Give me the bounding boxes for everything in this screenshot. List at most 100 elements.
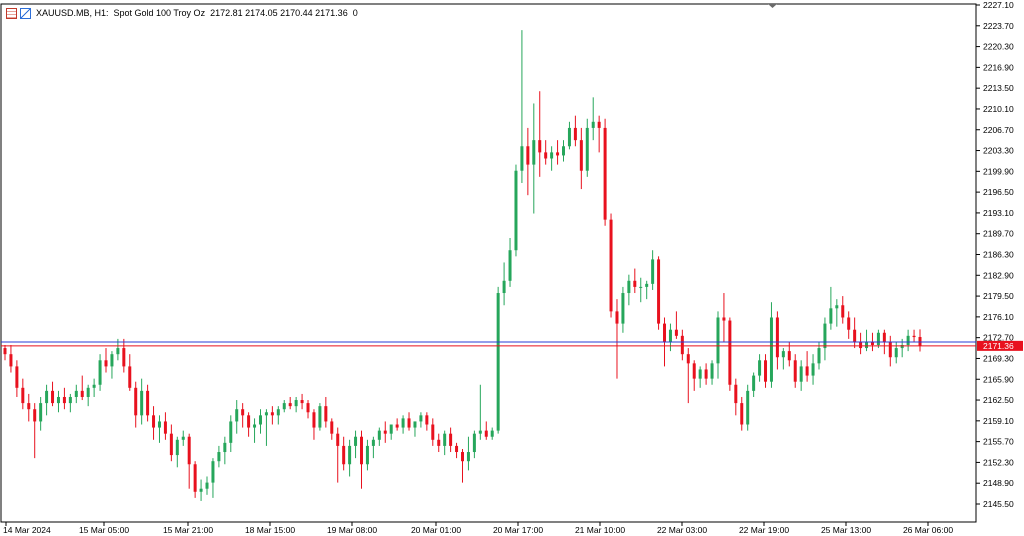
candle-body <box>455 445 459 453</box>
candle-body <box>229 421 233 443</box>
candle-body <box>668 329 672 342</box>
candle-body <box>217 452 221 462</box>
candle-body <box>33 409 37 422</box>
y-tick-label: 2159.10 <box>983 416 1014 426</box>
symbol-description: Spot Gold 100 Troy Oz <box>113 8 206 18</box>
candle-body <box>318 406 322 428</box>
header-flag: 0 <box>352 8 358 18</box>
candle-body <box>419 415 423 422</box>
y-tick-label: 2206.70 <box>983 125 1014 135</box>
candle-body <box>698 369 702 379</box>
candle-body <box>728 320 732 385</box>
candle-body <box>876 332 880 346</box>
candle-body <box>639 286 643 288</box>
x-tick-label: 18 Mar 15:00 <box>245 525 295 535</box>
x-tick-label: 25 Mar 13:00 <box>821 525 871 535</box>
candle-body <box>223 442 227 453</box>
candle-body <box>900 345 904 349</box>
candle-body <box>609 219 613 312</box>
candle-body <box>562 146 566 156</box>
candle-body <box>805 366 809 376</box>
candle-body <box>657 259 661 324</box>
candle-body <box>894 348 898 358</box>
y-tick-label: 2189.70 <box>983 229 1014 239</box>
candle-body <box>443 433 447 446</box>
chart-header: XAUUSD.MB, H1: Spot Gold 100 Troy Oz 217… <box>6 6 358 20</box>
candle-body <box>288 403 292 407</box>
candle-body <box>550 152 554 159</box>
x-tick-label: 22 Mar 19:00 <box>739 525 789 535</box>
candle-body <box>888 341 892 358</box>
candle-body <box>413 421 417 428</box>
candle-body <box>478 430 482 434</box>
candle-body <box>472 433 476 453</box>
one-click-trading-icon[interactable] <box>20 7 31 19</box>
candle-body <box>538 140 542 153</box>
candle-body <box>128 366 132 388</box>
candle-body <box>853 329 857 342</box>
candle-body <box>181 436 185 440</box>
candle-body <box>793 360 797 382</box>
candle-body <box>532 140 536 165</box>
candle-body <box>395 424 399 428</box>
candle-body <box>663 323 667 342</box>
y-tick-label: 2172.70 <box>983 333 1014 343</box>
y-tick-label: 2216.90 <box>983 62 1014 72</box>
candle-body <box>300 400 304 404</box>
candle-body <box>645 283 649 287</box>
candle-body <box>912 335 916 338</box>
candle-body <box>746 390 750 425</box>
candle-body <box>45 390 49 404</box>
ohlc-values: 2172.81 2174.05 2170.44 2171.36 <box>210 8 348 18</box>
candle-body <box>312 412 316 428</box>
y-tick-label: 2148.90 <box>983 478 1014 488</box>
x-tick-label: 15 Mar 21:00 <box>163 525 213 535</box>
candle-body <box>187 436 191 465</box>
candle-body <box>865 341 869 349</box>
candle-body <box>377 430 381 440</box>
candle-body <box>9 354 13 367</box>
candle-body <box>526 146 530 165</box>
candle-body <box>270 412 274 416</box>
y-tick-label: 2193.10 <box>983 208 1014 218</box>
candle-body <box>211 461 215 483</box>
y-tick-label: 2210.10 <box>983 104 1014 114</box>
candle-body <box>579 140 583 171</box>
symbol-label: XAUUSD.MB, H1: <box>36 8 109 18</box>
candle-body <box>56 396 60 404</box>
candle-body <box>651 259 655 284</box>
candle-body <box>122 348 126 367</box>
candle-body <box>169 433 173 456</box>
candle-body <box>134 387 138 416</box>
candle-body <box>354 436 358 446</box>
candle-body <box>21 387 25 404</box>
candle-body <box>27 403 31 410</box>
candle-body <box>585 127 589 171</box>
candle-body <box>330 421 334 434</box>
candle-body <box>817 348 821 364</box>
settings-icon[interactable] <box>6 7 17 19</box>
candle-body <box>722 317 726 321</box>
candle-body <box>633 280 637 287</box>
y-tick-label: 2227.10 <box>983 0 1014 10</box>
candle-body <box>544 152 548 159</box>
candle-body <box>627 280 631 294</box>
candle-body <box>918 336 922 346</box>
candle-body <box>621 293 625 324</box>
candle-body <box>769 317 773 382</box>
candle-body <box>603 127 607 220</box>
candle-body <box>835 305 839 309</box>
candle-body <box>324 406 328 422</box>
current-price-box <box>977 340 1023 351</box>
candle-body <box>62 396 66 404</box>
candle-body <box>490 430 494 437</box>
candle-body <box>205 482 209 489</box>
candle-body <box>86 387 90 397</box>
candle-body <box>80 390 84 397</box>
y-tick-label: 2223.70 <box>983 21 1014 31</box>
candle-body <box>437 439 441 446</box>
candle-body <box>680 335 684 355</box>
candle-body <box>193 464 197 492</box>
candle-body <box>847 317 851 330</box>
